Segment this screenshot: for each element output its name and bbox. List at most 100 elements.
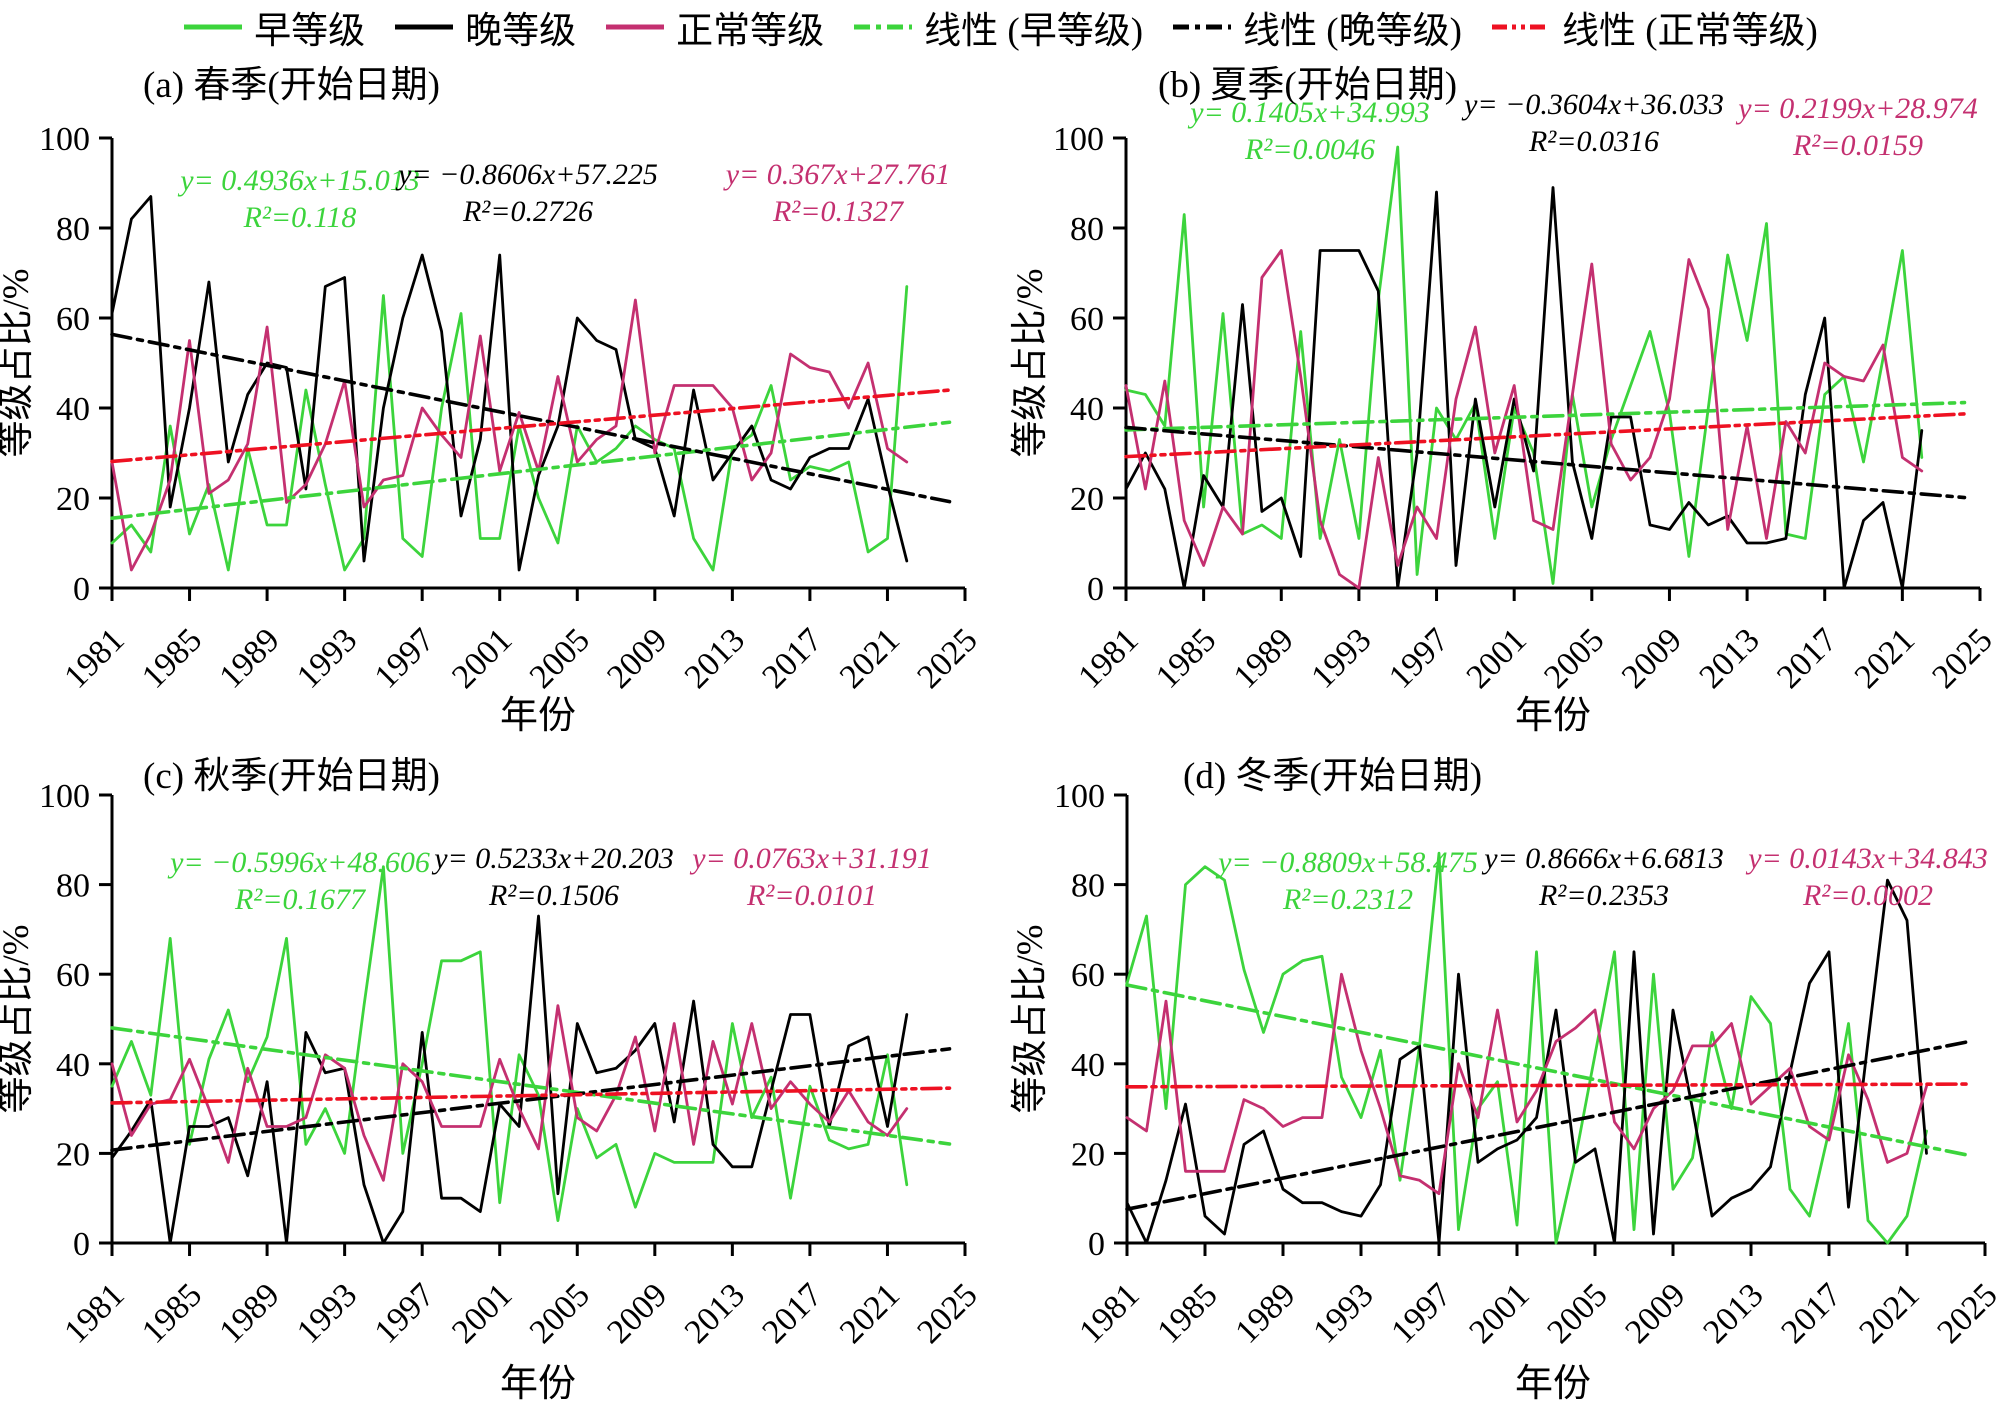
y-tick-label: 100: [1054, 778, 1105, 815]
y-tick-label: 60: [1070, 301, 1104, 338]
x-tick-label: 1989: [213, 621, 287, 695]
trend-line-0: [1125, 983, 1972, 1158]
x-tick-label: 1981: [57, 621, 131, 695]
series-line-1: [110, 914, 909, 1245]
x-tick-label: 1997: [368, 621, 442, 695]
legend-label-early: 早等级: [254, 11, 366, 52]
series-line-2: [1124, 249, 1924, 590]
y-tick-label: 60: [56, 957, 90, 994]
legend-swatch-trend-late-dashdot-icon: [1171, 22, 1233, 32]
legend-label-trend-early: 线性 (早等级): [924, 11, 1144, 52]
trend-equation-0: y= −0.8809x+58.475: [1215, 846, 1478, 879]
y-tick-label: 100: [39, 121, 90, 158]
x-tick-label: 1985: [1149, 621, 1223, 695]
y-tick-label: 100: [39, 778, 90, 815]
x-tick-label: 2021: [1852, 1276, 1926, 1350]
trend-line-2: [110, 388, 952, 464]
trend-r2-1: R²=0.2353: [1538, 879, 1669, 912]
legend-swatch-late-line-icon: [393, 22, 455, 32]
trend-line-1: [110, 1047, 952, 1152]
series-line-2: [110, 298, 909, 572]
x-tick-label: 2001: [445, 621, 519, 695]
x-tick-label: 1981: [57, 1276, 131, 1350]
x-tick-label: 1989: [213, 1276, 287, 1350]
legend-item-normal: 正常等级: [604, 0, 824, 54]
panel-d: 0 20 40 60 80 100 1981 1985 1989 1993 1997 2001 2005…: [1009, 756, 2000, 1401]
panel-title-b: (b) 夏季(开始日期): [1158, 65, 1457, 106]
trend-r2-2: R²=0.1327: [772, 195, 905, 228]
x-axis-label: 年份: [500, 1363, 576, 1401]
x-tick-label: 2001: [1462, 1276, 1536, 1350]
x-tick-label: 1985: [1150, 1276, 1224, 1350]
trend-r2-0: R²=0.1677: [234, 883, 367, 916]
x-tick-label: 2021: [833, 621, 907, 695]
x-tick-label: 1981: [1071, 621, 1145, 695]
x-tick-label: 2013: [678, 1276, 752, 1350]
legend-item-late: 晚等级: [393, 0, 576, 54]
panel-title-c: (c) 秋季(开始日期): [143, 756, 440, 797]
x-tick-label: 1985: [135, 621, 209, 695]
x-tick-label: 1997: [1384, 1276, 1458, 1350]
x-tick-label: 2017: [755, 621, 829, 695]
x-tick-label: 2009: [600, 621, 674, 695]
y-tick-label: 20: [1070, 481, 1104, 518]
legend-label-trend-normal: 线性 (正常等级): [1561, 11, 1818, 52]
trend-line-0: [110, 1026, 952, 1146]
trend-equation-0: y= 0.4936x+15.013: [177, 164, 420, 197]
y-tick-label: 0: [1087, 571, 1104, 608]
x-tick-label: 2017: [1774, 1276, 1848, 1350]
trend-line-0: [110, 420, 952, 521]
x-tick-label: 2025: [910, 621, 984, 695]
y-tick-label: 0: [73, 571, 90, 608]
trend-line-1: [1125, 1039, 1972, 1211]
trend-line-2: [110, 1086, 952, 1105]
trend-equation-0: y= −0.5996x+48.606: [167, 846, 430, 879]
x-tick-label: 2013: [1696, 1276, 1770, 1350]
trend-equation-2: y= 0.2199x+28.974: [1735, 92, 1978, 125]
series-line-1: [1125, 878, 1928, 1245]
x-axis-label: 年份: [1515, 695, 1591, 737]
y-tick-label: 80: [56, 868, 90, 905]
legend-swatch-trend-early-dashdot-icon: [852, 22, 914, 32]
series-line-2: [1125, 972, 1928, 1196]
x-tick-label: 1993: [1304, 621, 1378, 695]
trend-equation-1: y= −0.8606x+57.225: [395, 158, 658, 191]
y-tick-label: 100: [1053, 121, 1104, 158]
y-axis-label: 等级占比/%: [1009, 268, 1051, 457]
trend-equation-1: y= −0.3604x+36.033: [1461, 88, 1724, 121]
panel-title-d: (d) 冬季(开始日期): [1183, 756, 1482, 797]
trend-r2-2: R²=0.0101: [746, 879, 877, 912]
trend-r2-1: R²=0.2726: [462, 195, 593, 228]
x-tick-label: 2025: [910, 1276, 984, 1350]
legend-swatch-early-line-icon: [182, 22, 244, 32]
x-tick-label: 1989: [1227, 621, 1301, 695]
x-tick-label: 2021: [1848, 621, 1922, 695]
x-tick-label: 2001: [445, 1276, 519, 1350]
trend-equation-1: y= 0.8666x+6.6813: [1481, 842, 1724, 875]
series-line-1: [110, 195, 909, 572]
y-axis-label: 等级占比/%: [0, 924, 37, 1113]
x-axis-label: 年份: [1515, 1363, 1591, 1401]
x-axis-label: 年份: [500, 695, 576, 737]
series-line-0: [110, 865, 909, 1222]
x-tick-label: 2009: [1615, 621, 1689, 695]
legend-item-trend-late: 线性 (晚等级): [1171, 0, 1462, 54]
trend-r2-0: R²=0.2312: [1282, 883, 1413, 916]
x-tick-label: 2005: [1537, 621, 1611, 695]
y-tick-label: 80: [1071, 868, 1105, 905]
y-tick-label: 40: [1071, 1047, 1105, 1084]
legend-item-trend-normal: 线性 (正常等级): [1490, 0, 1818, 54]
x-tick-label: 1981: [1072, 1276, 1146, 1350]
x-tick-label: 1985: [135, 1276, 209, 1350]
legend-swatch-trend-normal-dashdot-icon: [1490, 22, 1552, 32]
panel-b: 0 20 40 60 80 100 1981 1985 1989 1993 1997 2001 2005…: [1009, 65, 2000, 737]
panel-a: 0 20 40 60 80 100 1981 1985 1989 1993 1997 2001 2005…: [0, 65, 985, 737]
x-tick-label: 2013: [678, 621, 752, 695]
trend-equation-1: y= 0.5233x+20.203: [431, 842, 674, 875]
x-tick-label: 2025: [1930, 1276, 2000, 1350]
trend-r2-1: R²=0.1506: [488, 879, 619, 912]
y-tick-label: 20: [56, 1136, 90, 1173]
trend-r2-2: R²=0.0159: [1792, 129, 1923, 162]
